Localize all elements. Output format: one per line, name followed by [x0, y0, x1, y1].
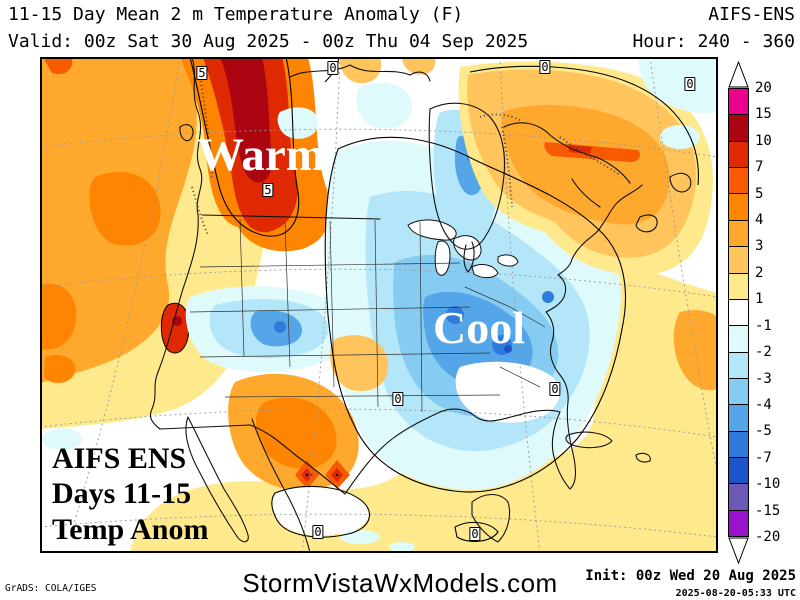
- warm-annotation: Warm: [197, 129, 325, 181]
- pacific-warm-fill: [40, 57, 302, 429]
- colorbar-tick-label: -2: [755, 344, 772, 361]
- map-canvas: Warm Cool AIFS ENS Days 11-15 Temp Anom: [40, 57, 718, 553]
- valid-range: Valid: 00z Sat 30 Aug 2025 - 00z Thu 04 …: [8, 31, 529, 52]
- forecast-hour-range: Hour: 240 - 360: [632, 31, 795, 52]
- overlay-line-3: Temp Anom: [52, 513, 208, 546]
- colorbar-box: [729, 168, 748, 195]
- contour-value-label: 5: [262, 183, 274, 197]
- contour-value-label: 0: [539, 60, 551, 74]
- colorbar-box: [729, 247, 748, 274]
- colorbar-box: [729, 352, 748, 379]
- graticule-lines: [40, 57, 718, 553]
- colorbar-tick-label: 5: [755, 185, 764, 202]
- colorbar-tick-label: -7: [755, 449, 772, 466]
- contour-value-label: 0: [469, 527, 481, 541]
- colorbar-tick-label: 1: [755, 291, 764, 308]
- colorbar-box: [729, 431, 748, 459]
- colorbar-box: [729, 220, 748, 248]
- colorbar-box: [729, 458, 748, 485]
- header-row-1: 11-15 Day Mean 2 m Temperature Anomaly (…: [8, 4, 795, 25]
- page-title: 11-15 Day Mean 2 m Temperature Anomaly (…: [8, 4, 464, 25]
- colorbar-tick-label: -1: [755, 317, 772, 334]
- colorbar-tick-label: 2: [755, 264, 764, 281]
- colorbar-box: [729, 115, 748, 142]
- generated-timestamp: 2025-08-20-05:33 UTC: [675, 588, 796, 599]
- colorbar-tick-label: 3: [755, 238, 764, 255]
- colorbar-tick-label: 15: [755, 106, 772, 123]
- contour-value-label: 0: [392, 392, 404, 406]
- colorbar-box: [729, 326, 748, 353]
- great-basin-cool-fill: [185, 286, 350, 373]
- northwest-hot-band-fill: [180, 57, 331, 252]
- init-time: Init: 00z Wed 20 Aug 2025: [585, 568, 796, 584]
- colorbar-up-arrow: [728, 61, 749, 88]
- colorbar-box: [729, 89, 748, 116]
- colorbar-tick-label: 4: [755, 212, 764, 229]
- contour-value-label: 0: [549, 382, 561, 396]
- misc-patches: [42, 361, 560, 552]
- grads-credit: GrADS: COLA/IGES: [5, 583, 97, 594]
- colorbar-box: [729, 273, 748, 300]
- colorbar-box: [729, 510, 748, 537]
- colorbar-box: [729, 405, 748, 432]
- colorbar-box: [729, 378, 748, 406]
- model-name: AIFS-ENS: [708, 4, 795, 25]
- terrain-speckle: [191, 76, 621, 236]
- colorbar-tick-label: -10: [755, 476, 781, 493]
- colorbar-tick-label: 20: [755, 80, 772, 96]
- arctic-patches: [339, 57, 718, 149]
- site-watermark: StormVistaWxModels.com: [242, 568, 558, 598]
- contour-value-label: 0: [312, 525, 324, 539]
- contour-value-label: 0: [327, 61, 339, 75]
- colorbar-box: [729, 299, 748, 327]
- colorbar-labels: 20 15 10 7 5 4 3 2 1 -1 -2 -3 -4 -5 -7 -10 -15 -20: [755, 81, 797, 544]
- california-red-blob: [160, 302, 190, 354]
- cool-annotation: Cool: [433, 302, 525, 353]
- colorbar-tick-label: -5: [755, 423, 772, 440]
- overlay-line-1: AIFS ENS: [52, 442, 186, 475]
- header-row-2: Valid: 00z Sat 30 Aug 2025 - 00z Thu 04 …: [8, 31, 795, 52]
- colorbar-tick-label: -15: [755, 502, 781, 519]
- mexico-warm-fill: [228, 335, 389, 536]
- anomaly-map: Warm Cool AIFS ENS Days 11-15 Temp Anom …: [40, 57, 718, 553]
- state-borders: [189, 218, 546, 413]
- map-border: [40, 57, 718, 553]
- colorbar-tick-label: -20: [755, 529, 781, 545]
- colorbar-tick-label: 10: [755, 132, 772, 149]
- colorbar-box: [729, 484, 748, 511]
- contour-lines: [189, 57, 699, 542]
- colorbar-tick-label: -4: [755, 396, 772, 413]
- overlay-line-2: Days 11-15: [52, 477, 191, 510]
- contour-value-label: 5: [196, 66, 208, 80]
- coastlines: [149, 57, 692, 553]
- colorbar-tick-label: -3: [755, 370, 772, 387]
- contour-value-label: 0: [684, 77, 696, 91]
- colorbar-down-arrow: [728, 537, 749, 564]
- colorbar-tick-label: 7: [755, 159, 764, 176]
- colorbar-box: [729, 141, 748, 169]
- colorbar-box: [729, 194, 748, 221]
- colorbar: 20 15 10 7 5 4 3 2 1 -1 -2 -3 -4 -5 -7 -10 -15 -20: [728, 61, 798, 565]
- colorbar-boxes: [728, 88, 749, 537]
